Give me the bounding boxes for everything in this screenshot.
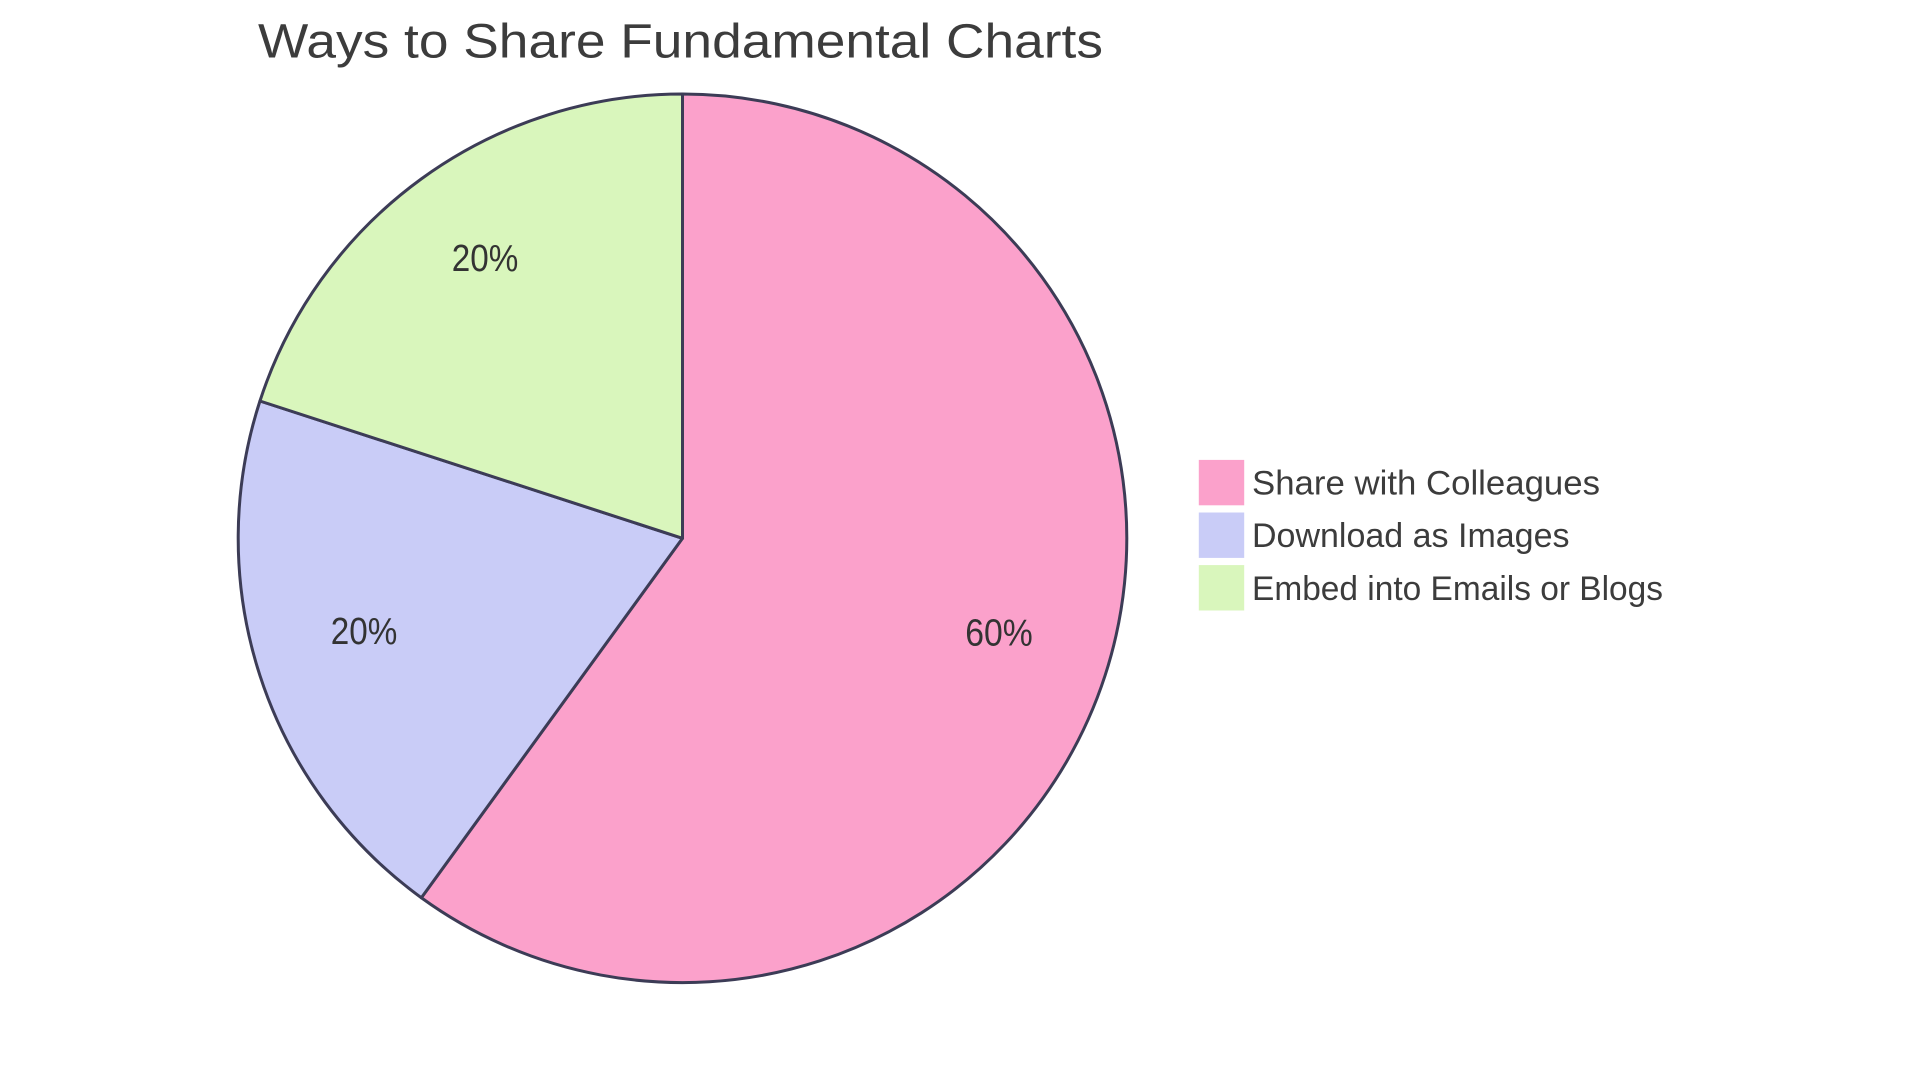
svg-text:20%: 20%	[331, 611, 398, 653]
svg-text:20%: 20%	[452, 238, 519, 280]
svg-text:60%: 60%	[965, 613, 1033, 655]
svg-text:Ways to Share Fundamental Char: Ways to Share Fundamental Charts	[258, 16, 1103, 69]
svg-text:Share with Colleagues: Share with Colleagues	[1252, 465, 1600, 503]
svg-text:Embed into Emails or Blogs: Embed into Emails or Blogs	[1252, 570, 1663, 608]
svg-text:Download as Images: Download as Images	[1252, 517, 1570, 555]
